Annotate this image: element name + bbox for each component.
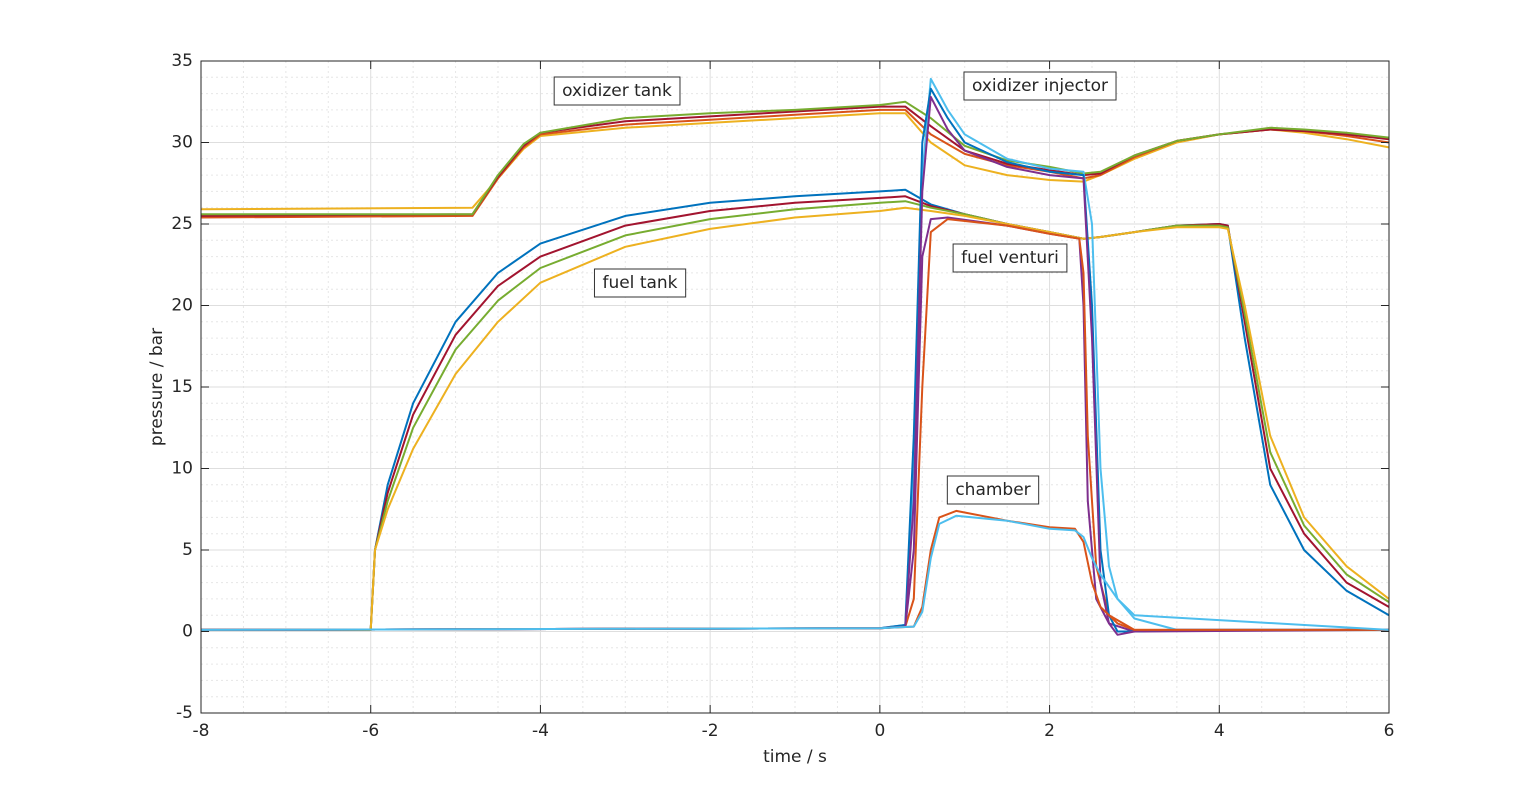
annotation: oxidizer tank [562,81,672,101]
annotation-box [946,475,1040,505]
annotation-box [593,268,687,298]
x-tick-label: 2 [1044,721,1055,741]
y-tick-label: 25 [171,214,193,234]
series-line [201,200,1390,631]
x-tick-label: -8 [193,721,210,741]
y-tick-label: -5 [176,703,193,723]
series-line [201,206,1390,631]
y-tick-label: 15 [171,377,193,397]
annotation-box [963,71,1117,101]
y-tick-label: 5 [182,540,193,560]
grid [200,60,1390,714]
annotation: fuel tank [602,273,677,293]
y-tick-label: 0 [182,622,193,642]
y-tick-label: 10 [171,459,193,479]
annotation-box [952,243,1068,273]
y-tick-label: 35 [171,51,193,71]
plot-frame [200,60,1390,714]
series-line [200,87,1389,633]
x-tick-label: 6 [1384,721,1395,741]
x-tick-label: 4 [1214,721,1225,741]
series-line [200,218,1389,631]
y-axis-label: pressure / bar [147,328,167,446]
x-tick-label: 0 [874,721,885,741]
x-tick-label: -6 [362,721,379,741]
annotation: fuel venturi [961,248,1059,268]
series-line [201,100,1390,216]
series-line [201,188,1390,631]
annotation: chamber [955,480,1030,500]
x-tick-label: -4 [532,721,549,741]
axes: -8 -6 -4 -2 0 2 4 6 -5 0 5 10 15 20 25 30 35 oxidizer tan… [171,51,1394,741]
annotation-box [553,76,681,106]
series-line [200,514,1390,631]
y-tick-label: 30 [171,133,193,153]
x-axis-label: time / s [763,747,827,767]
annotation: oxidizer injector [972,76,1108,96]
y-tick-label: 20 [171,296,193,316]
series-line [200,95,1389,636]
series-line [200,216,1390,633]
lines [200,77,1390,636]
x-tick-label: -2 [702,721,719,741]
